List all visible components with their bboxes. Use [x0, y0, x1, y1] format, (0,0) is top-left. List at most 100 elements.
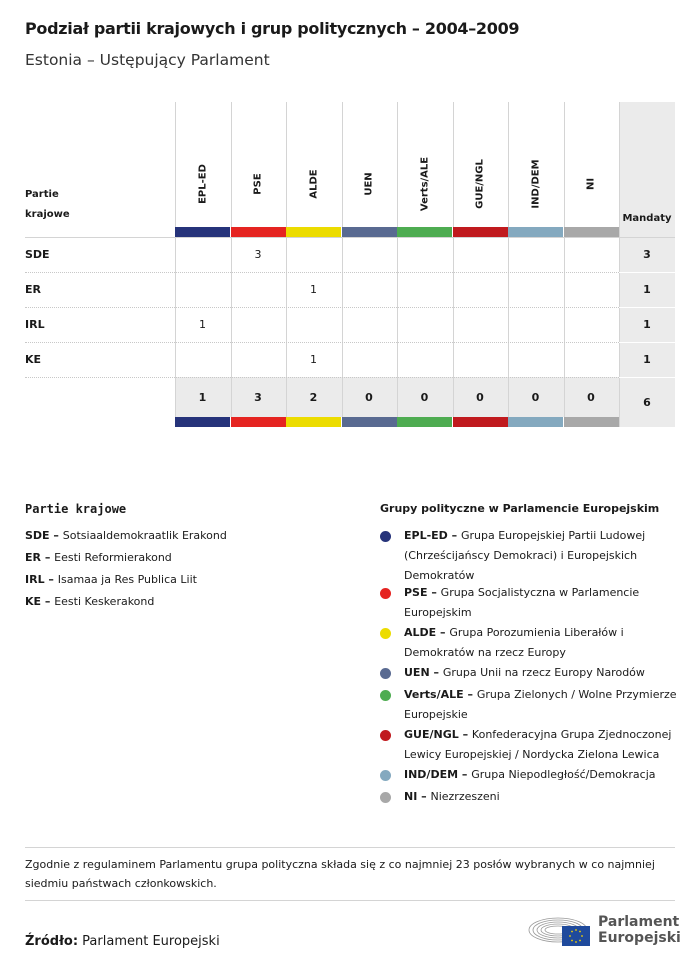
seat-cell: [286, 307, 341, 342]
row-divider: [25, 377, 619, 378]
group-color-bar: [175, 227, 230, 237]
row-divider: [619, 377, 675, 378]
column-divider: [175, 102, 176, 427]
group-total: 3: [254, 391, 262, 404]
group-color-bar: [397, 417, 452, 427]
party-total: 1: [643, 283, 651, 296]
seat-cell: [508, 272, 563, 307]
group-dot-icon: [380, 668, 391, 679]
group-color-bar: [175, 417, 230, 427]
column-header-uen: UEN: [363, 172, 375, 196]
party-legend-item: KE – Eesti Keskerakond: [25, 595, 155, 608]
column-divider: [397, 102, 398, 427]
group-color-bar: [230, 227, 286, 237]
group-legend-item: IND/DEM – Grupa Niepodległość/Demokracja: [380, 765, 680, 785]
seat-cell: [231, 307, 286, 342]
group-dot-icon: [380, 770, 391, 781]
divider: [25, 900, 675, 901]
seat-cell: [564, 307, 619, 342]
column-divider: [508, 102, 509, 427]
hemicycle-icon: [528, 917, 590, 946]
seat-cell: [508, 342, 563, 377]
column-header-gue-ngl: GUE/NGL: [474, 159, 486, 209]
seat-cell: [397, 237, 452, 272]
logo-line2: Europejski: [598, 930, 681, 946]
seat-cell: [397, 307, 452, 342]
seat-cell: [453, 272, 508, 307]
group-legend-item: UEN – Grupa Unii na rzecz Europy Narodów: [380, 663, 680, 683]
seat-cell: [175, 272, 230, 307]
party-total: 1: [643, 318, 651, 331]
group-total: 0: [365, 391, 373, 404]
column-divider: [452, 102, 454, 427]
column-header-ind-dem: IND/DEM: [530, 159, 541, 209]
row-divider: [619, 307, 675, 308]
group-legend-item: GUE/NGL – Konfederacyjna Grupa Zjednoczo…: [380, 725, 680, 765]
seat-cell: [342, 342, 397, 377]
group-color-bar: [341, 227, 397, 237]
column-header-epl-ed: EPL-ED: [197, 164, 208, 204]
party-legend-item: IRL – Isamaa ja Res Publica Liit: [25, 573, 197, 586]
seat-cell: 1: [199, 318, 206, 331]
group-total: 0: [476, 391, 484, 404]
seat-cell: [564, 272, 619, 307]
seat-cell: [175, 237, 230, 272]
party-legend-item: SDE – Sotsiaaldemokraatlik Erakond: [25, 529, 227, 542]
seat-cell: [453, 342, 508, 377]
row-divider: [25, 342, 619, 343]
group-legend-item: Verts/ALE – Grupa Zielonych / Wolne Przy…: [380, 685, 680, 725]
party-label: IRL: [25, 318, 45, 331]
seat-cell: [397, 272, 452, 307]
row-header-line: Partie: [25, 189, 59, 200]
seat-cell: [175, 342, 230, 377]
column-divider: [341, 102, 343, 427]
row-divider: [25, 307, 619, 308]
page-title: Podział partii krajowych i grup politycz…: [25, 19, 520, 38]
group-total: 0: [531, 391, 540, 404]
seat-cell: [564, 342, 619, 377]
column-header-pse: PSE: [252, 173, 264, 195]
row-header: Partie krajowe: [25, 185, 70, 225]
party-total: 3: [643, 248, 651, 261]
seat-cell: [508, 307, 563, 342]
column-header-ni: NI: [585, 177, 597, 191]
seat-cell: 1: [310, 283, 317, 296]
group-total: 1: [198, 391, 207, 404]
group-color-bar: [563, 417, 619, 427]
column-divider: [230, 102, 232, 427]
group-total: 2: [309, 391, 318, 404]
column-divider: [619, 102, 620, 427]
row-divider: [25, 272, 619, 273]
source-value: Parlament Europejski: [82, 934, 220, 949]
seat-cell: [286, 237, 341, 272]
seat-cell: [508, 237, 563, 272]
seat-cell: [231, 342, 286, 377]
group-color-bar: [508, 227, 563, 237]
group-dot-icon: [380, 531, 391, 542]
seat-cell: [564, 237, 619, 272]
group-color-bar: [508, 417, 563, 427]
group-dot-icon: [380, 690, 391, 701]
party-label: SDE: [25, 248, 50, 261]
group-dot-icon: [380, 628, 391, 639]
group-total: 0: [420, 391, 429, 404]
groups-legend-title: Grupy polityczne w Parlamencie Europejsk…: [380, 502, 660, 515]
group-legend-item: EPL-ED – Grupa Europejskiej Partii Ludow…: [380, 526, 680, 586]
column-header-alde: ALDE: [308, 169, 319, 199]
column-divider: [563, 102, 565, 427]
group-total: 0: [587, 391, 595, 404]
group-color-bar: [563, 227, 619, 237]
source-label: Źródło:: [25, 934, 79, 949]
group-dot-icon: [380, 792, 391, 803]
row-divider: [619, 272, 675, 273]
total-header: Mandaty: [622, 213, 672, 224]
group-dot-icon: [380, 730, 391, 741]
group-color-bar: [452, 227, 508, 237]
party-label: KE: [25, 353, 42, 366]
group-legend-item: PSE – Grupa Socjalistyczna w Parlamencie…: [380, 583, 680, 623]
party-legend-item: ER – Eesti Reformierakond: [25, 551, 172, 564]
note: Zgodnie z regulaminem Parlamentu grupa p…: [25, 858, 655, 890]
page-subtitle: Estonia – Ustępujący Parlament: [25, 51, 270, 69]
logo-line1: Parlament: [598, 914, 680, 930]
group-legend-item: ALDE – Grupa Porozumienia Liberałów i De…: [380, 623, 680, 663]
